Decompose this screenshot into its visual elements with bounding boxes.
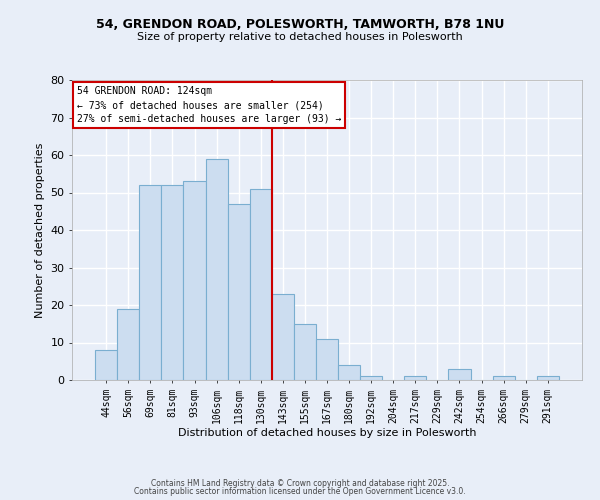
Bar	[360, 376, 382, 380]
Bar	[161, 185, 184, 380]
Text: 54, GRENDON ROAD, POLESWORTH, TAMWORTH, B78 1NU: 54, GRENDON ROAD, POLESWORTH, TAMWORTH, …	[96, 18, 504, 30]
Text: 54 GRENDON ROAD: 124sqm
← 73% of detached houses are smaller (254)
27% of semi-d: 54 GRENDON ROAD: 124sqm ← 73% of detache…	[77, 86, 341, 124]
Y-axis label: Number of detached properties: Number of detached properties	[35, 142, 44, 318]
Bar	[448, 369, 470, 380]
Bar	[206, 159, 227, 380]
Bar	[95, 350, 117, 380]
Bar	[294, 324, 316, 380]
Bar	[184, 181, 206, 380]
Bar	[117, 308, 139, 380]
Bar	[316, 339, 338, 380]
Bar	[227, 204, 250, 380]
Bar	[404, 376, 427, 380]
X-axis label: Distribution of detached houses by size in Polesworth: Distribution of detached houses by size …	[178, 428, 476, 438]
Bar	[493, 376, 515, 380]
Bar	[250, 188, 272, 380]
Text: Contains public sector information licensed under the Open Government Licence v3: Contains public sector information licen…	[134, 487, 466, 496]
Bar	[338, 365, 360, 380]
Text: Contains HM Land Registry data © Crown copyright and database right 2025.: Contains HM Land Registry data © Crown c…	[151, 478, 449, 488]
Bar	[537, 376, 559, 380]
Bar	[139, 185, 161, 380]
Text: Size of property relative to detached houses in Polesworth: Size of property relative to detached ho…	[137, 32, 463, 42]
Bar	[272, 294, 294, 380]
